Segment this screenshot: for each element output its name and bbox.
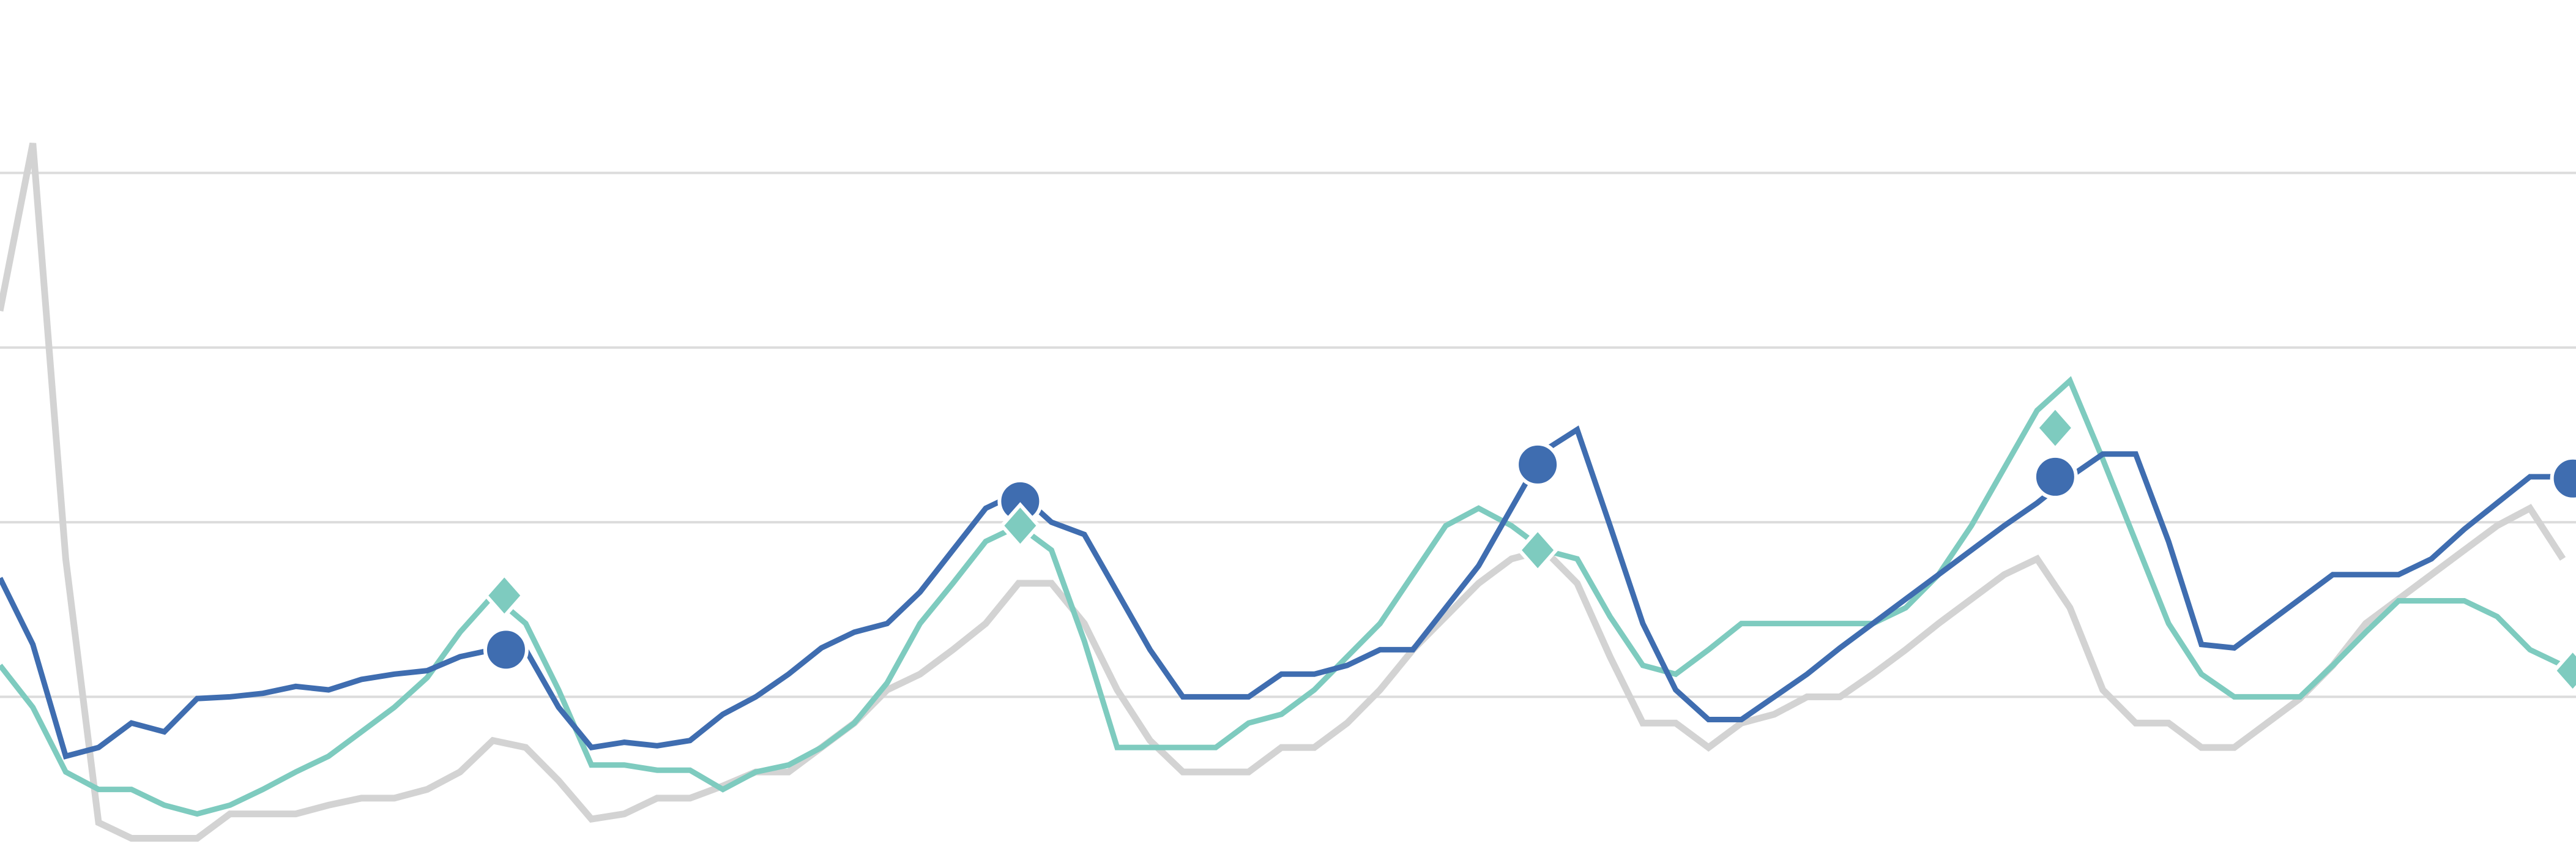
series-line xyxy=(0,142,2566,842)
marker-diamond xyxy=(483,572,526,619)
marker-diamond xyxy=(999,502,1041,550)
marker-diamond xyxy=(2552,647,2576,695)
series-line xyxy=(0,425,2563,760)
marker-circle xyxy=(1515,441,1561,487)
marker-circle xyxy=(2032,454,2078,499)
series-line xyxy=(0,376,2564,817)
marker-diamond xyxy=(2034,404,2076,452)
marker-circle xyxy=(483,627,529,673)
marker-circle xyxy=(2550,455,2576,501)
marker-diamond xyxy=(1517,526,1559,574)
